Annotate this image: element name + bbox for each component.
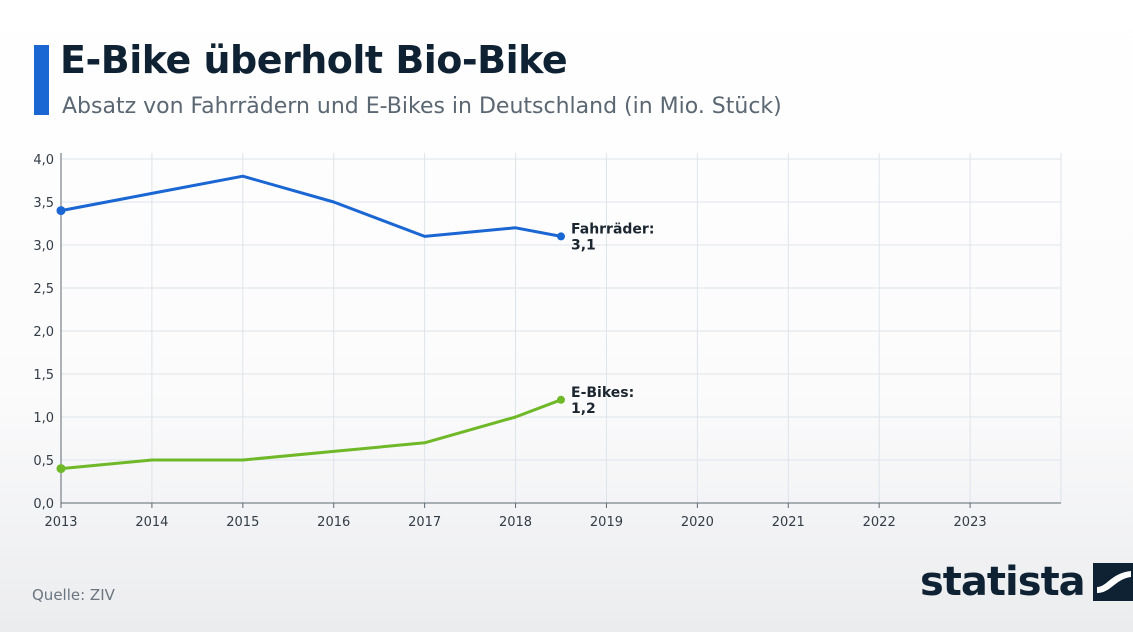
ebikes-end-point	[557, 395, 565, 404]
source-note: Quelle: ZIV	[32, 586, 115, 604]
chart-title: E-Bike überholt Bio-Bike	[60, 38, 568, 82]
x-tick-label: 2022	[863, 515, 896, 530]
logo-wordmark: statista	[920, 559, 1086, 605]
ebikes-start-point	[56, 464, 66, 474]
title-accent-bar	[34, 45, 49, 115]
chart-series	[56, 174, 565, 474]
y-tick-label: 3,5	[33, 196, 54, 211]
statista-logo-icon	[1092, 563, 1133, 601]
x-tick-label: 2016	[317, 515, 350, 530]
y-tick-label: 0,0	[33, 497, 54, 512]
chart-axes: 0,0 0,5 1,0 1,5 2,0 2,5 3,0 3,5 4,0 2013 2014 2015 2…	[33, 153, 1061, 530]
x-tick-label: 2023	[954, 515, 987, 530]
x-tick-label: 2019	[590, 515, 623, 530]
fahrraeder-start-point	[56, 206, 66, 216]
chart-end-labels: Fahrräder:3,1 E-Bikes:1,2	[571, 221, 654, 416]
ebikes-label-value: 1,2	[571, 401, 596, 417]
y-tick-label: 1,0	[33, 411, 54, 426]
y-tick-label: 4,0	[33, 153, 54, 168]
y-tick-label: 0,5	[33, 454, 54, 469]
chart-subtitle: Absatz von Fahrrädern und E-Bikes in Deu…	[62, 94, 782, 119]
y-tick-label: 2,5	[33, 282, 54, 297]
fahrraeder-label-value: 3,1	[571, 237, 596, 253]
x-tick-label: 2013	[44, 515, 77, 530]
y-tick-label: 1,5	[33, 368, 54, 383]
x-tick-label: 2020	[681, 515, 714, 530]
chart-grid	[60, 153, 1062, 504]
fahrraeder-label-name: Fahrräder:	[571, 221, 654, 237]
y-tick-label: 2,0	[33, 325, 54, 340]
y-tick-label: 3,0	[33, 239, 54, 254]
x-tick-label: 2014	[135, 515, 168, 530]
fahrraeder-line	[59, 174, 563, 238]
x-tick-label: 2018	[499, 515, 532, 530]
x-tick-label: 2015	[226, 515, 259, 530]
ebikes-line	[59, 398, 563, 471]
ebikes-label-name: E-Bikes:	[571, 385, 634, 401]
x-tick-label: 2017	[408, 515, 441, 530]
statista-logo: statista	[920, 558, 1133, 606]
fahrraeder-end-point	[557, 232, 565, 241]
x-tick-label: 2021	[772, 515, 805, 530]
